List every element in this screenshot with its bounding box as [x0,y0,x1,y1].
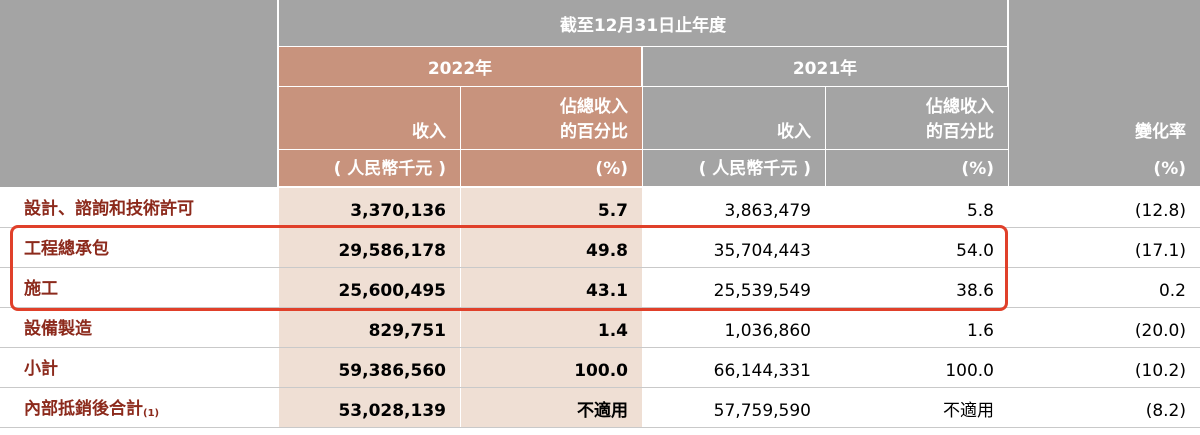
cell: 1,036,860 [724,321,811,341]
cell: 38.6 [956,281,994,301]
cell: 1.6 [966,321,994,341]
cell: 829,751 [279,308,460,348]
column-header: 佔總收入 的百分比 [461,87,642,149]
row-label: 施工 [0,268,278,308]
cell: 不適用 [943,401,994,421]
row-divider [0,267,1200,268]
cell: 43.1 [461,268,642,308]
year: 2021年 [643,47,1007,86]
cell: 54.0 [956,241,994,261]
footnote-ref: (1) [143,408,160,419]
column-header: 收入 [279,87,460,149]
cell: 49.8 [461,228,642,268]
cell: (8.2) [1145,401,1186,421]
cell: 不適用 [461,388,642,428]
label-text: 設計、諮詢和技術許可 [24,199,194,219]
cell: (12.8) [1134,201,1186,221]
label-text: 施工 [24,279,58,299]
row-label: 小計 [0,348,278,388]
cell: 100.0 [461,348,642,388]
cell: (10.2) [1134,361,1186,381]
cell: 25,600,495 [279,268,460,308]
header-line: 的百分比 [926,122,994,142]
cell: 5.7 [461,188,642,228]
row-divider [0,347,1200,348]
cell: 5.8 [966,201,994,221]
header-line: 的百分比 [560,122,628,142]
cell: 53,028,139 [279,388,460,428]
column-header: 佔總收入 的百分比 [826,87,1008,149]
row-divider [0,427,1200,428]
cell: 29,586,178 [279,228,460,268]
label-text: 設備製造 [24,319,92,339]
cell: 66,144,331 [713,361,811,381]
header-line: 佔總收入 [926,97,994,117]
row-label: 設計、諮詢和技術許可 [0,188,278,228]
row-divider [0,387,1200,388]
unit: (%) [826,150,1008,186]
row-label: 工程總承包 [0,228,278,268]
row-label: 設備製造 [0,308,278,348]
cell: 25,539,549 [713,281,811,301]
row-label: 內部抵銷後合計 (1) [0,388,278,428]
cell: 1.4 [461,308,642,348]
cell: (20.0) [1134,321,1186,341]
highlight-box [10,225,1008,311]
header-bg [0,0,277,187]
cell: 35,704,443 [713,241,811,261]
unit: ( 人民幣千元 ) [279,150,460,186]
cell: 0.2 [1158,281,1186,301]
cell: 59,386,560 [279,348,460,388]
unit: ( 人民幣千元 ) [643,150,825,186]
column-header: 收入 [643,87,825,149]
cell: 3,863,479 [724,201,811,221]
cell: 3,370,136 [279,188,460,228]
row-divider [0,307,1200,308]
unit: (%) [461,150,642,186]
header-line: 佔總收入 [560,97,628,117]
column-header: 變化率 [1009,87,1200,149]
cell: (17.1) [1134,241,1186,261]
cell: 100.0 [945,361,994,381]
cell: 57,759,590 [713,401,811,421]
label-text: 內部抵銷後合計 [24,399,143,419]
year: 2022年 [279,47,641,86]
period: 截至12月31日止年度 [279,0,1007,46]
label-text: 工程總承包 [24,239,109,259]
unit: (%) [1009,150,1200,186]
label-text: 小計 [24,359,58,379]
